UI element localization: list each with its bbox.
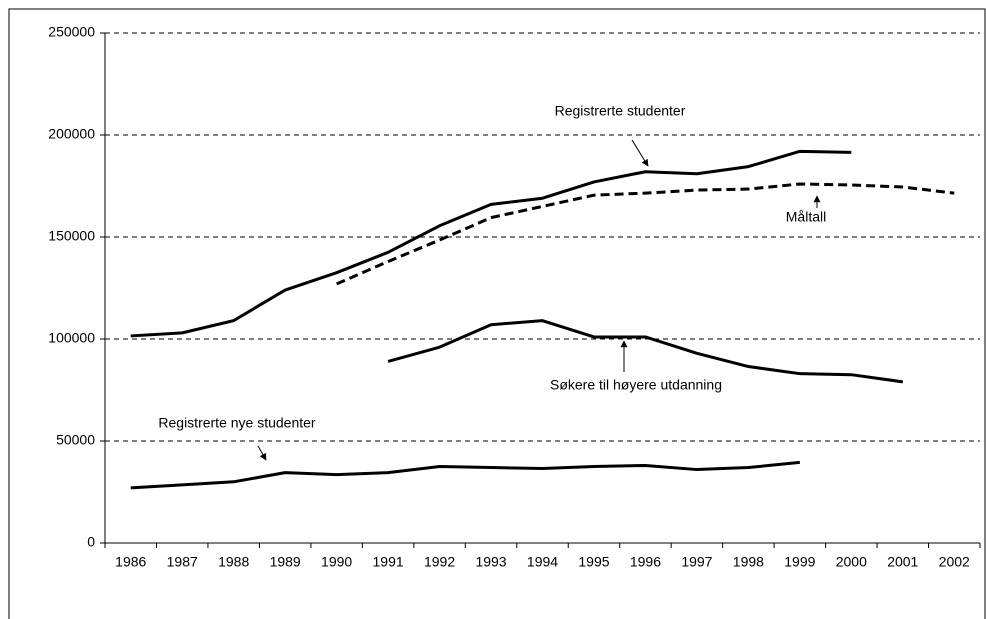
series-label: Registrerte nye studenter: [158, 415, 316, 431]
series-line: [387, 319, 904, 384]
x-tick-label: 1989: [270, 554, 301, 570]
x-tick-label: 2001: [887, 554, 918, 570]
x-tick-label: 1993: [475, 554, 506, 570]
x-tick-label: 1996: [630, 554, 661, 570]
y-tick-label: 0: [87, 534, 95, 550]
y-tick-label: 100000: [48, 330, 95, 346]
x-tick-label: 1997: [681, 554, 712, 570]
x-tick-label: 1986: [115, 554, 146, 570]
frame: [8, 8, 986, 619]
series-label: Søkere til høyere utdanning: [550, 377, 722, 393]
x-tick-label: 1987: [167, 554, 198, 570]
label-arrow: [631, 139, 649, 167]
x-tick-label: 2002: [939, 554, 970, 570]
x-tick-label: 1992: [424, 554, 455, 570]
x-tick-label: 1998: [733, 554, 764, 570]
x-tick-label: 1991: [373, 554, 404, 570]
x-tick-label: 1994: [527, 554, 558, 570]
series-label: Registrerte studenter: [555, 103, 686, 119]
series-line: [130, 460, 801, 490]
x-tick-label: 1999: [784, 554, 815, 570]
label-arrow: [257, 445, 267, 461]
x-tick-label: 2000: [836, 554, 867, 570]
x-tick-label: 1990: [321, 554, 352, 570]
x-tick-label: 1995: [578, 554, 609, 570]
y-tick-label: 200000: [48, 126, 95, 142]
series-label: Måltall: [786, 209, 826, 225]
series-line: [336, 182, 955, 286]
y-tick-label: 250000: [48, 24, 95, 40]
y-tick-label: 150000: [48, 228, 95, 244]
y-tick-label: 50000: [56, 432, 95, 448]
x-tick-label: 1988: [218, 554, 249, 570]
series-line: [130, 149, 852, 338]
